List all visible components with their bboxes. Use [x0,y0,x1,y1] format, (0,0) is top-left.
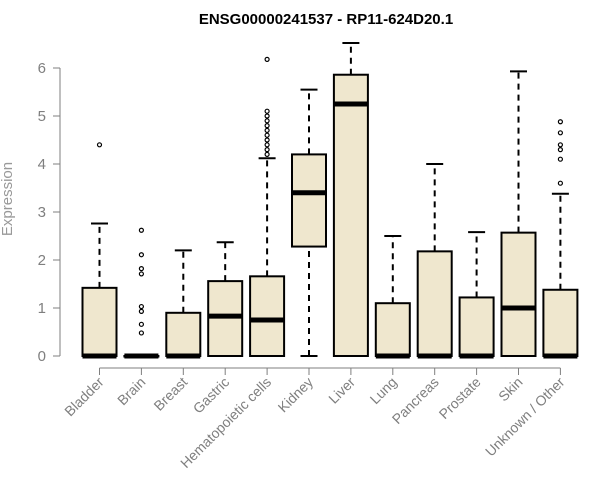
y-tick-label: 4 [38,156,46,173]
y-tick-label: 2 [38,252,46,269]
box-kidney [291,88,327,357]
box-lung [374,235,411,359]
iqr-box [500,231,537,357]
outlier-point [138,252,144,258]
outlier-point [264,113,270,119]
iqr-box [374,302,411,358]
outlier-point [138,303,144,310]
outlier-point [138,308,144,314]
y-axis-label: Expression [0,162,16,236]
iqr-box [165,311,202,357]
outlier-point [264,127,270,133]
x-tick-label: Lung [367,374,400,407]
outlier-point [264,122,270,129]
outlier-point [264,132,270,138]
x-tick-label: Breast [150,374,190,414]
y-tick-label: 6 [38,60,46,77]
box-gastric [207,241,244,357]
box-brain [123,227,160,359]
x-tick-label: Prostate [436,374,484,422]
iqr-box [249,275,286,358]
outlier-point [264,56,270,62]
outlier-point [557,142,564,148]
y-tick-label: 5 [38,108,46,125]
box-unknown-other [542,119,579,359]
iqr-box [542,288,579,358]
x-tick-label: Unknown / Other [482,374,568,460]
outlier-point [557,156,564,162]
outlier-point [264,142,270,148]
outlier-point [138,330,144,336]
x-tick-label: Pancreas [389,374,442,427]
y-axis: 0 1 2 3 4 5 6 [38,60,61,365]
y-tick-label: 0 [38,348,46,365]
outlier-point [96,142,103,148]
x-tick-label: Bladder [61,374,107,420]
x-tick-label: Skin [495,374,526,405]
outlier-point [264,118,270,124]
box-breast [165,249,202,359]
y-tick-label: 1 [38,300,46,317]
box-prostate [458,231,495,359]
outlier-point [138,227,144,233]
x-tick-label: Kidney [275,374,317,416]
outlier-point [557,147,564,153]
boxes-layer [81,42,579,359]
outlier-point [138,321,144,327]
x-tick-label: Brain [114,374,148,408]
outlier-point [557,119,564,125]
outlier-point [264,151,270,157]
outlier-point [138,271,144,277]
box-hematopoietic-cells [249,56,286,358]
box-skin [500,70,537,357]
chart-title: ENSG00000241537 - RP11-624D20.1 [199,11,453,28]
x-tick-label: Liver [325,374,358,407]
box-liver [332,42,369,357]
iqr-box [332,73,369,357]
iqr-box [416,250,453,357]
iqr-box [458,296,495,358]
box-pancreas [416,163,453,359]
outlier-point [138,266,144,272]
iqr-box [81,286,118,357]
box-bladder [81,142,118,359]
outlier-point [264,137,270,143]
outlier-point [557,130,564,136]
outlier-point [264,147,270,153]
outlier-point [264,108,270,114]
y-tick-label: 3 [38,204,46,221]
outlier-point [557,180,564,186]
iqr-box [291,153,327,248]
